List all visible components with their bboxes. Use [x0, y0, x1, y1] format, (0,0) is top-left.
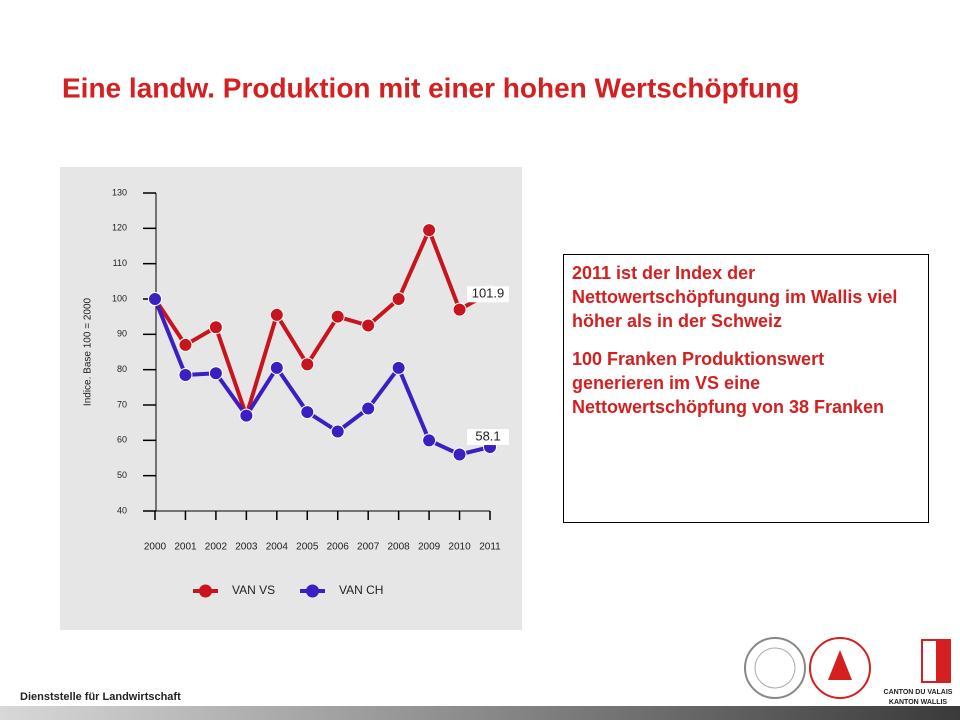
y-tick-label: 100 — [112, 293, 127, 303]
point — [391, 292, 406, 306]
y-tick-label: 70 — [117, 399, 127, 409]
point — [452, 447, 467, 462]
point — [300, 357, 315, 372]
note-paragraph: 100 Franken Produktionswert generieren i… — [572, 349, 885, 417]
x-tick-label: 2008 — [388, 542, 411, 553]
point — [239, 408, 254, 423]
y-tick-label: 110 — [113, 258, 127, 268]
chart-panel — [60, 167, 522, 630]
footer-text: Dienststelle für Landwirtschaft — [20, 691, 181, 703]
y-tick-label: 130 — [112, 187, 127, 197]
point — [422, 433, 437, 448]
logo-text: CANTON DU VALAIS — [884, 689, 953, 696]
note-paragraph: 2011 ist der Index der Nettowertschöpfun… — [572, 263, 898, 331]
point — [148, 292, 162, 306]
point — [208, 320, 223, 335]
legend-label: VAN CH — [339, 583, 383, 597]
data-label-bg — [467, 286, 509, 303]
logo-excellence-mark — [828, 650, 852, 680]
x-tick-label: 2011 — [479, 542, 501, 553]
x-tick-label: 2002 — [205, 542, 228, 553]
x-tick-label: 2004 — [266, 542, 289, 553]
logo-seal-inner — [754, 647, 796, 689]
x-tick-label: 2000 — [144, 542, 167, 553]
slide-title: Eine landw. Produktion mit einer hohen W… — [62, 72, 799, 103]
x-tick-label: 2009 — [418, 542, 441, 553]
x-tick-label: 2010 — [448, 542, 471, 553]
x-tick-label: 2007 — [357, 542, 380, 553]
chart: 40 50 60 70 80 90 100 110 120 130 2000 2001 2002 2003… — [83, 187, 509, 598]
footer-bar — [0, 706, 960, 720]
x-tick-label: 2005 — [296, 542, 319, 553]
point — [178, 337, 193, 352]
point — [422, 223, 437, 238]
data-label: 101.9 — [472, 286, 505, 301]
point — [452, 302, 467, 317]
y-tick-label: 60 — [117, 435, 127, 445]
x-tick-label: 2006 — [327, 542, 350, 553]
x-tick-label: 2003 — [235, 542, 258, 553]
point — [178, 367, 193, 382]
legend-marker — [199, 584, 212, 598]
point — [208, 366, 223, 381]
y-tick-label: 90 — [117, 329, 127, 339]
point — [300, 405, 315, 420]
y-tick-label: 40 — [117, 505, 127, 515]
logo-text: KANTON WALLIS — [889, 699, 948, 706]
y-tick-label: 50 — [117, 470, 127, 480]
legend-label: VAN VS — [232, 583, 275, 597]
point — [330, 424, 345, 439]
y-axis-label: Indice. Base 100 = 2000 — [83, 297, 94, 406]
x-tick-label: 2001 — [174, 542, 197, 553]
point — [330, 309, 345, 324]
note-box: 2011 ist der Index der Nettowertschöpfun… — [563, 254, 929, 523]
y-tick-label: 80 — [117, 364, 127, 374]
data-label: 58.1 — [475, 428, 500, 443]
y-tick-label: 120 — [112, 223, 127, 233]
data-label-bg — [467, 429, 509, 446]
point — [269, 307, 284, 322]
legend-marker — [306, 584, 319, 598]
point — [361, 318, 376, 333]
point — [269, 360, 284, 375]
point — [361, 401, 376, 416]
logo-shield-half — [936, 641, 949, 681]
point — [391, 360, 406, 375]
logo-seal — [744, 637, 806, 699]
